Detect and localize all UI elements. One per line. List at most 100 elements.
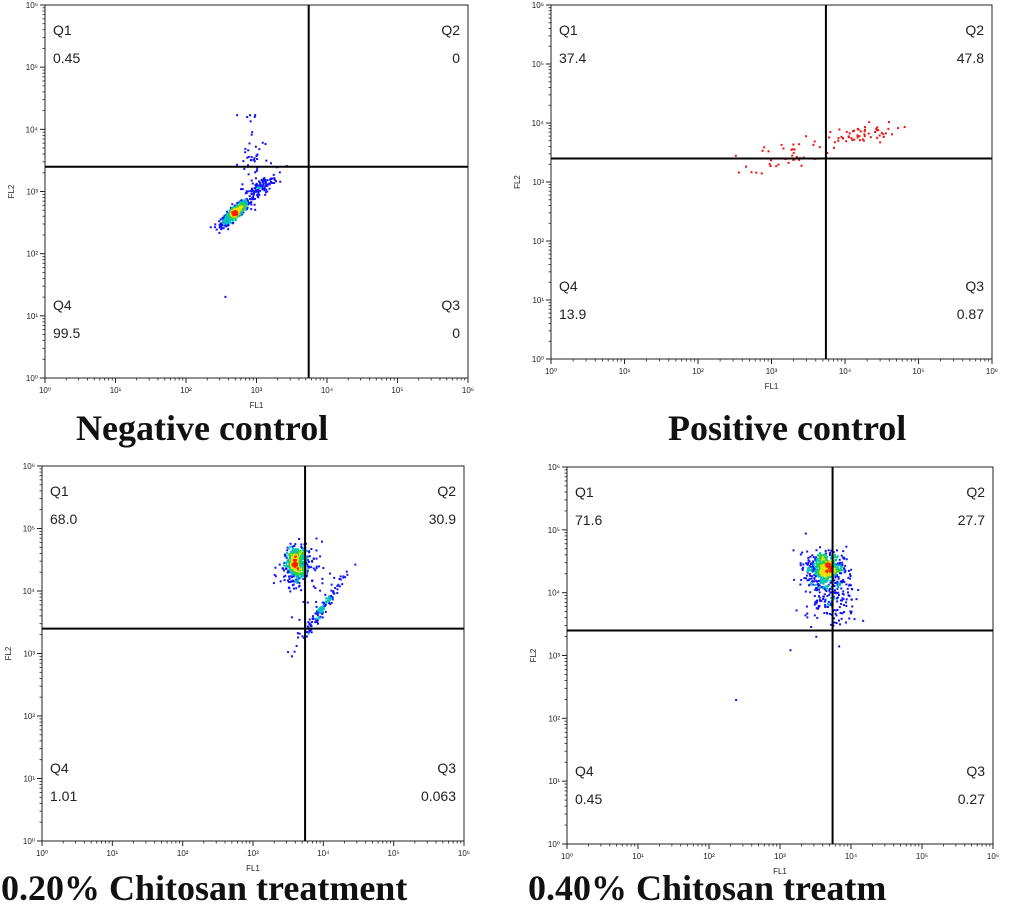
event-dot bbox=[844, 564, 847, 567]
event-dot bbox=[828, 567, 831, 570]
event-dot bbox=[295, 587, 298, 590]
event-dot bbox=[312, 617, 315, 620]
event-dot bbox=[806, 570, 809, 573]
event-dot bbox=[258, 181, 261, 184]
quadrant-name-q2: Q2 bbox=[966, 484, 985, 500]
event-dot bbox=[300, 543, 303, 546]
event-dot bbox=[801, 567, 804, 570]
event-dot bbox=[879, 141, 882, 144]
event-dot bbox=[822, 597, 825, 600]
event-dot bbox=[805, 605, 808, 608]
event-dot bbox=[825, 557, 828, 560]
event-dot bbox=[306, 550, 309, 553]
event-dot bbox=[293, 571, 296, 574]
event-dot bbox=[316, 622, 319, 625]
event-dot bbox=[242, 211, 245, 214]
event-dot bbox=[299, 576, 302, 579]
event-dot bbox=[296, 578, 299, 581]
event-dot bbox=[239, 212, 242, 215]
x-axis-label: FL1 bbox=[246, 864, 260, 873]
event-dot bbox=[306, 555, 309, 558]
event-dot bbox=[805, 562, 808, 565]
event-dot bbox=[815, 602, 818, 605]
event-dot bbox=[823, 612, 826, 615]
event-dot bbox=[850, 587, 853, 590]
event-dot bbox=[224, 295, 227, 298]
event-dot bbox=[878, 134, 881, 137]
event-dot bbox=[816, 563, 819, 566]
event-dot bbox=[259, 189, 262, 192]
event-dot bbox=[853, 618, 856, 621]
event-dot bbox=[298, 573, 301, 576]
event-dot bbox=[294, 555, 297, 558]
event-dot bbox=[816, 607, 819, 610]
event-dot bbox=[215, 228, 218, 231]
event-dot bbox=[253, 203, 256, 206]
event-dot bbox=[293, 544, 296, 547]
event-dot bbox=[306, 625, 309, 628]
event-dot bbox=[834, 581, 837, 584]
event-dot bbox=[294, 549, 297, 552]
event-dot bbox=[814, 575, 817, 578]
event-dot bbox=[806, 550, 809, 553]
event-dot bbox=[842, 604, 845, 607]
event-dot bbox=[839, 572, 842, 575]
event-dot bbox=[868, 121, 871, 124]
event-dot bbox=[297, 574, 300, 577]
event-dot bbox=[236, 204, 239, 207]
event-dot bbox=[253, 115, 256, 118]
event-dot bbox=[295, 571, 298, 574]
event-dot bbox=[265, 182, 268, 185]
event-dot bbox=[820, 576, 823, 579]
event-dot bbox=[804, 532, 807, 535]
event-dot bbox=[339, 578, 342, 581]
event-dot bbox=[302, 565, 305, 568]
event-dot bbox=[832, 595, 835, 598]
event-dot bbox=[240, 213, 243, 216]
event-dot bbox=[286, 571, 289, 574]
event-dot bbox=[291, 548, 294, 551]
event-dot bbox=[815, 559, 818, 562]
event-dot bbox=[863, 126, 866, 129]
event-dot bbox=[228, 209, 231, 212]
event-dot bbox=[311, 560, 314, 563]
event-dot bbox=[283, 561, 286, 564]
event-dot bbox=[265, 159, 268, 162]
event-dot bbox=[331, 598, 334, 601]
event-dot bbox=[838, 623, 841, 626]
event-dot bbox=[820, 563, 823, 566]
event-dot bbox=[293, 573, 296, 576]
event-dot bbox=[269, 180, 272, 183]
event-dot bbox=[820, 581, 823, 584]
event-dot bbox=[329, 603, 332, 606]
event-dot bbox=[835, 570, 838, 573]
event-dot bbox=[250, 158, 253, 161]
event-dot bbox=[253, 190, 256, 193]
event-dot bbox=[818, 554, 821, 557]
event-dot bbox=[342, 576, 345, 579]
x-tick-label: 10⁴ bbox=[321, 386, 334, 395]
event-dot bbox=[299, 569, 302, 572]
event-dot bbox=[320, 609, 323, 612]
quadrant-value-q4: 1.01 bbox=[50, 788, 77, 804]
event-dot bbox=[249, 114, 252, 117]
event-dot bbox=[833, 621, 836, 624]
y-tick-label: 10³ bbox=[532, 178, 544, 187]
event-dot bbox=[294, 578, 297, 581]
event-dot bbox=[824, 567, 827, 570]
quadrant-value-q3: 0.063 bbox=[421, 788, 456, 804]
event-dot bbox=[300, 589, 303, 592]
event-dot bbox=[855, 598, 858, 601]
event-dot bbox=[819, 546, 822, 549]
y-axis-label: FL2 bbox=[529, 648, 538, 662]
event-dot bbox=[324, 603, 327, 606]
event-dot bbox=[856, 136, 859, 139]
event-dot bbox=[812, 556, 815, 559]
event-dot bbox=[305, 565, 308, 568]
event-dot bbox=[246, 116, 249, 119]
event-dot bbox=[863, 130, 866, 133]
x-tick-label: 10⁶ bbox=[986, 367, 998, 376]
event-dot bbox=[250, 208, 253, 211]
event-dot bbox=[296, 562, 299, 565]
